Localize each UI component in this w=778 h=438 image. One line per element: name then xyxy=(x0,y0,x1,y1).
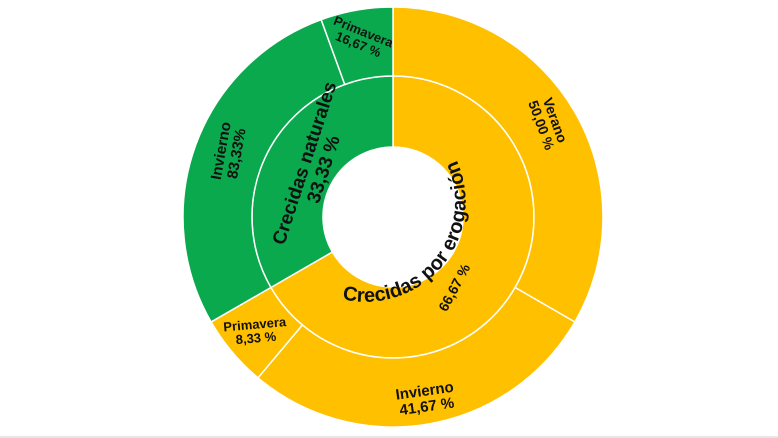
segment-verano-erogacion xyxy=(392,6,604,324)
segment-invierno-naturales xyxy=(182,18,346,323)
segment-primavera-naturales xyxy=(320,6,394,86)
segment-invierno-erogacion xyxy=(256,286,576,428)
label-primavera-2: Primavera8,33 % xyxy=(223,314,289,348)
